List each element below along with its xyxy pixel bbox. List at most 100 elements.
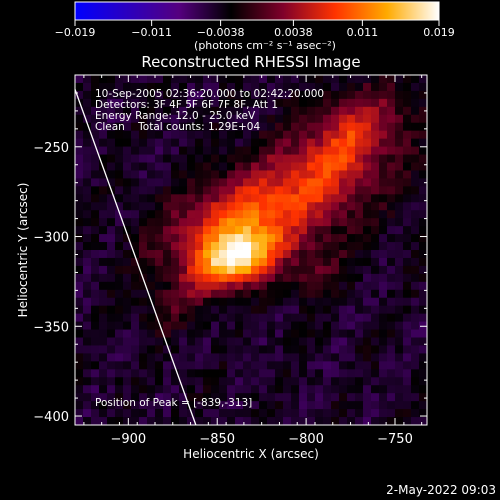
heatmap-cell xyxy=(227,114,236,124)
heatmap-cell xyxy=(227,130,236,140)
heatmap-cell xyxy=(283,273,292,283)
heatmap-cell xyxy=(291,82,300,92)
heatmap-cell xyxy=(395,297,404,307)
heatmap-cell xyxy=(299,82,308,92)
heatmap-cell xyxy=(99,202,108,211)
heatmap-cell xyxy=(267,75,276,84)
heatmap-cell xyxy=(331,194,340,203)
heatmap-cell xyxy=(363,401,372,410)
heatmap-cell xyxy=(155,337,164,346)
heatmap-cell xyxy=(211,162,220,171)
heatmap-cell xyxy=(339,329,348,338)
heatmap-cell xyxy=(83,178,92,187)
heatmap-cell xyxy=(363,106,372,116)
heatmap-cell xyxy=(267,409,276,418)
heatmap-cell xyxy=(227,162,236,171)
heatmap-cell xyxy=(283,337,292,346)
heatmap-cell xyxy=(339,250,348,259)
heatmap-cell xyxy=(203,353,212,362)
heatmap-cell xyxy=(347,210,356,219)
heatmap-cell xyxy=(275,417,284,425)
heatmap-cell xyxy=(123,305,132,315)
heatmap-cell xyxy=(171,154,180,163)
heatmap-cell xyxy=(259,401,268,410)
heatmap-cell xyxy=(371,393,380,402)
heatmap-cell xyxy=(211,210,220,219)
heatmap-cell xyxy=(371,178,380,187)
heatmap-cell xyxy=(115,297,124,307)
heatmap-cell xyxy=(139,250,148,259)
heatmap-cell xyxy=(99,82,108,92)
heatmap-cell xyxy=(131,234,140,243)
heatmap-cell xyxy=(419,321,427,330)
heatmap-cell xyxy=(379,114,388,124)
heatmap-cell xyxy=(123,321,132,330)
heatmap-cell xyxy=(291,178,300,187)
heatmap-cell xyxy=(363,82,372,92)
heatmap-cell xyxy=(299,114,308,124)
heatmap-cell xyxy=(123,106,132,116)
heatmap-cell xyxy=(323,369,332,378)
heatmap-cell xyxy=(259,361,268,370)
y-tick-label: −400 xyxy=(33,410,69,425)
heatmap-cell xyxy=(171,417,180,425)
heatmap-cell xyxy=(123,138,132,147)
heatmap-cell xyxy=(347,337,356,346)
heatmap-cell xyxy=(307,130,316,140)
heatmap-cell xyxy=(259,321,268,330)
heatmap-cell xyxy=(219,281,228,291)
heatmap-cell xyxy=(147,305,156,315)
heatmap-cell xyxy=(387,329,396,338)
heatmap-cell xyxy=(419,82,427,92)
heatmap-cell xyxy=(91,98,100,108)
heatmap-cell xyxy=(147,106,156,116)
heatmap-cell xyxy=(331,146,340,155)
heatmap-cell xyxy=(419,385,427,394)
heatmap-cell xyxy=(163,289,172,299)
heatmap-cell xyxy=(235,353,244,362)
heatmap-cell xyxy=(371,250,380,259)
heatmap-cell xyxy=(75,409,84,418)
heatmap-cell xyxy=(187,401,196,410)
plot-frame xyxy=(74,74,428,426)
heatmap-cell xyxy=(291,186,300,195)
heatmap-cell xyxy=(275,393,284,402)
heatmap-cell xyxy=(395,218,404,227)
heatmap-cell xyxy=(347,82,356,92)
heatmap-cell xyxy=(75,337,84,346)
heatmap-cell xyxy=(283,146,292,155)
heatmap-cell xyxy=(187,226,196,235)
heatmap-cell xyxy=(195,265,204,275)
heatmap-cell xyxy=(115,321,124,330)
heatmap-cell xyxy=(171,234,180,243)
heatmap-cell xyxy=(363,321,372,330)
heatmap-cell xyxy=(403,114,412,124)
heatmap-cell xyxy=(131,162,140,171)
heatmap-cell xyxy=(107,210,116,219)
heatmap-cell xyxy=(315,345,324,354)
heatmap-cell xyxy=(315,75,324,84)
heatmap-cell xyxy=(355,154,364,163)
heatmap-cell xyxy=(147,210,156,219)
heatmap-cell xyxy=(347,305,356,315)
heatmap-cell xyxy=(251,417,260,425)
heatmap-cell xyxy=(419,329,427,338)
heatmap-cell xyxy=(123,98,132,108)
heatmap-cell xyxy=(283,385,292,394)
heatmap-cell xyxy=(187,377,196,386)
heatmap-cell xyxy=(251,385,260,394)
heatmap-cell xyxy=(395,194,404,203)
heatmap-cell xyxy=(235,146,244,155)
heatmap-cell xyxy=(267,210,276,219)
heatmap-cell xyxy=(419,297,427,307)
heatmap-cell xyxy=(75,385,84,394)
heatmap-cell xyxy=(115,90,124,100)
heatmap-cell xyxy=(139,170,148,179)
heatmap-cell xyxy=(363,409,372,418)
heatmap-cell xyxy=(123,242,132,251)
heatmap-cell xyxy=(179,337,188,346)
heatmap-cell xyxy=(179,345,188,354)
heatmap-cell xyxy=(107,98,116,108)
heatmap-cell xyxy=(75,377,84,386)
heatmap-cell xyxy=(139,146,148,155)
